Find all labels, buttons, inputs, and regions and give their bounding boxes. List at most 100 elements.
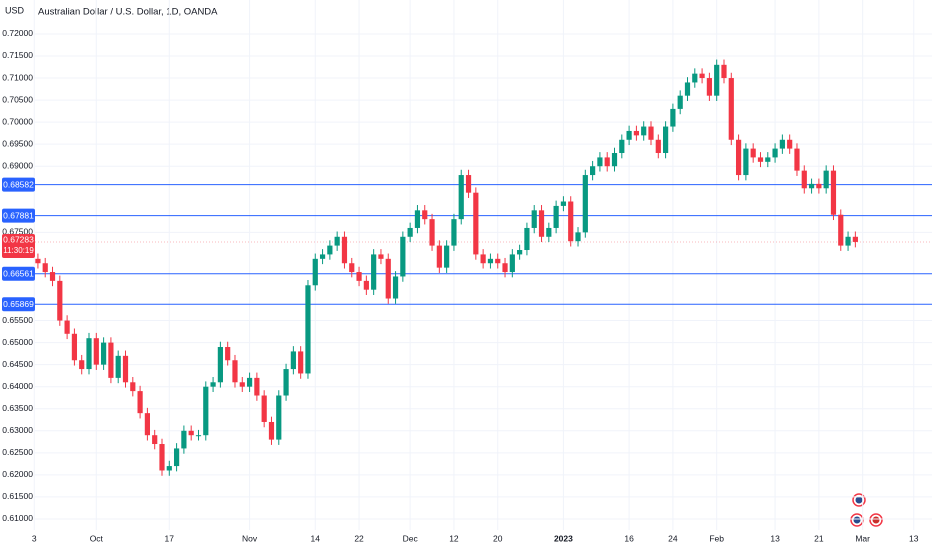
candle-body (49, 272, 56, 281)
candle-body (64, 320, 70, 334)
candle-body (57, 280, 63, 321)
candle-body (203, 386, 209, 436)
candle-body (349, 263, 355, 273)
y-tick-label: 0.65500 (2, 315, 33, 325)
level-label: 0.66561 (3, 269, 34, 279)
candle-body (684, 82, 691, 96)
candle-body (765, 157, 771, 162)
y-tick-label: 0.62000 (2, 469, 33, 479)
last-price-box (2, 233, 35, 258)
x-tick-label: 17 (165, 533, 175, 543)
candle-body (436, 245, 442, 268)
candle-body (772, 148, 778, 158)
candle-body (108, 342, 114, 378)
candle-body (35, 258, 41, 264)
candle-body (290, 351, 296, 370)
candle-body (721, 64, 727, 79)
candle-body (392, 276, 399, 299)
candle-body (495, 258, 501, 264)
x-tick-label: 24 (668, 533, 678, 543)
candle-body (319, 254, 326, 259)
level-label-box (2, 266, 35, 281)
candle-body (465, 175, 472, 193)
candle-body (42, 263, 48, 273)
candle-body (509, 254, 515, 273)
y-tick-label: 0.62500 (2, 447, 33, 457)
candle-body (538, 210, 545, 237)
y-tick-label: 0.69000 (2, 160, 33, 170)
candle-body (619, 139, 625, 154)
y-tick-label: 0.70000 (2, 116, 33, 126)
level-label: 0.65869 (3, 299, 34, 309)
candle-body (144, 413, 150, 436)
candle-body (166, 466, 172, 471)
candle-body (663, 126, 669, 154)
candle-body (195, 435, 202, 437)
candle-body (400, 236, 406, 277)
candle-body (130, 382, 136, 392)
candle-body (356, 272, 362, 281)
candle-body (268, 421, 275, 440)
candle-body (648, 126, 654, 140)
candle-body (816, 183, 822, 189)
y-tick-label: 0.69500 (2, 138, 33, 148)
event-icon-core (855, 496, 863, 504)
x-tick-label: Nov (242, 533, 258, 543)
candle-body (458, 175, 464, 220)
chart-title: Australian Dollar / U.S. Dollar, 1D, OAN… (38, 7, 218, 18)
level-label-box (2, 297, 35, 312)
x-tick-label: Mar (855, 533, 870, 543)
candle-body (590, 166, 596, 176)
level-label: 0.68582 (3, 179, 34, 189)
candle-body (414, 210, 421, 228)
x-tick-label: 13 (770, 533, 780, 543)
candle-body (801, 170, 807, 189)
candle-body (728, 78, 734, 140)
candle-body (575, 232, 581, 242)
candle-body (546, 227, 552, 237)
y-tick-label: 0.63500 (2, 403, 33, 413)
x-tick-label: Oct (90, 533, 104, 543)
countdown-label: 11:30:19 (3, 246, 34, 255)
candle-body (407, 227, 413, 237)
candle-body (378, 254, 384, 259)
candle-body (371, 254, 377, 290)
candle-body (312, 258, 318, 286)
level-label: 0.67881 (3, 210, 34, 220)
candle-body (611, 153, 618, 167)
candle-body (385, 258, 391, 299)
event-icons[interactable] (850, 493, 883, 527)
y-tick-label: 0.61500 (2, 491, 33, 501)
y-tick-label: 0.63000 (2, 425, 33, 435)
y-tick-label: 0.67500 (2, 227, 33, 237)
candle-body (152, 435, 158, 445)
x-tick-label: 22 (354, 533, 364, 543)
candle-body (334, 236, 340, 246)
candle-body (626, 130, 632, 140)
candle-body (487, 258, 494, 264)
candle-body (86, 338, 92, 370)
x-tick-label: 21 (814, 533, 824, 543)
candle-body (173, 448, 180, 467)
candle-body (71, 333, 78, 361)
candle-body (830, 170, 837, 215)
candle-body (531, 210, 537, 228)
candle-body (451, 219, 457, 246)
candle-body (93, 338, 99, 365)
candle-body (670, 108, 676, 127)
candle-body (852, 236, 858, 242)
candle-body (714, 64, 720, 96)
x-tick-label: 3 (32, 533, 37, 543)
candle-body (838, 214, 844, 246)
candle-body (845, 236, 851, 246)
candle-body (115, 355, 121, 378)
level-label-box (2, 208, 35, 223)
candle-body (560, 201, 567, 206)
candle-body (553, 205, 559, 228)
x-tick-label: Feb (709, 533, 724, 543)
candle-body (341, 236, 348, 264)
candle-body (568, 201, 574, 242)
x-tick-label: 20 (493, 533, 503, 543)
candle-body (779, 139, 785, 149)
candle-body (363, 280, 369, 290)
